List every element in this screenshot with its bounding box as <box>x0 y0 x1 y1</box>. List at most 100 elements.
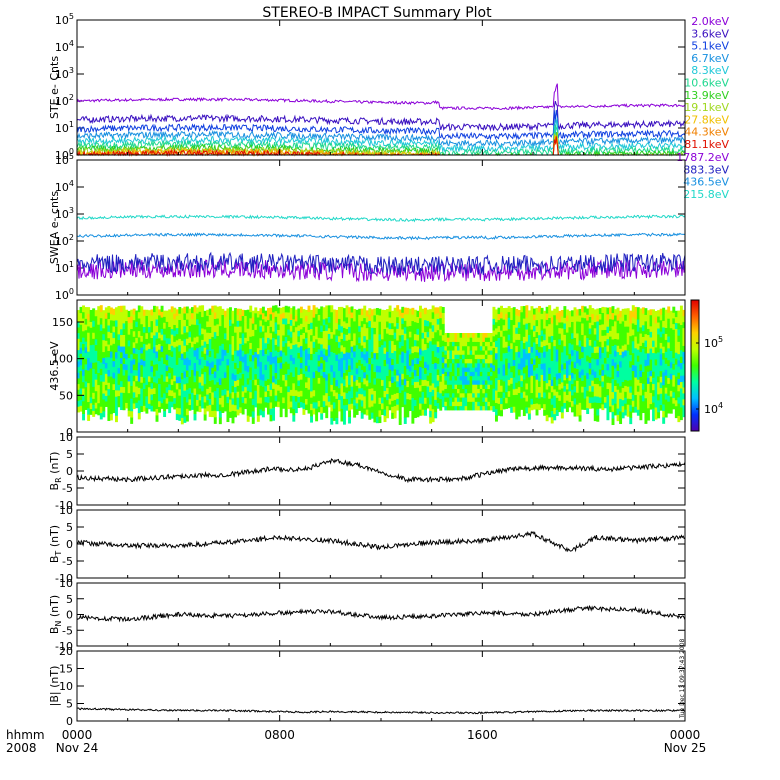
heatmap-cell <box>603 312 607 319</box>
heatmap-cell <box>122 317 126 324</box>
heatmap-cell <box>246 334 250 342</box>
heatmap-cell <box>408 382 412 389</box>
heatmap-cell <box>153 352 156 359</box>
heatmap-cell <box>565 354 569 361</box>
heatmap-cell <box>469 337 473 342</box>
heatmap-cell <box>606 407 610 414</box>
heatmap-cell <box>553 351 557 359</box>
heatmap-cell <box>583 340 587 347</box>
heatmap-cell <box>320 381 324 389</box>
heatmap-cell <box>287 312 291 319</box>
heatmap-cell <box>183 313 187 320</box>
heatmap-cell <box>79 359 83 366</box>
heatmap-cell <box>664 345 668 352</box>
heatmap-cell <box>305 315 308 322</box>
heatmap-cell <box>492 394 496 401</box>
heatmap-cell <box>153 405 156 412</box>
heatmap-cell <box>446 388 450 394</box>
heatmap-cell <box>576 380 579 387</box>
heatmap-cell <box>669 310 673 317</box>
heatmap-cell <box>178 395 182 402</box>
heatmap-cell <box>82 394 85 402</box>
heatmap-cell <box>115 319 118 327</box>
heatmap-cell <box>337 393 341 400</box>
heatmap-cell <box>469 358 473 364</box>
heatmap-cell <box>624 320 628 327</box>
heatmap-cell <box>502 386 506 393</box>
heatmap-cell <box>325 355 329 362</box>
heatmap-cell <box>168 383 172 391</box>
heatmap-cell <box>315 307 319 315</box>
heatmap-cell <box>97 312 101 319</box>
heatmap-cell <box>538 352 541 359</box>
heatmap-cell <box>92 374 96 381</box>
heatmap-cell <box>578 358 582 366</box>
heatmap-cell <box>155 383 159 390</box>
heatmap-cell <box>677 329 681 336</box>
heatmap-cell <box>446 375 450 381</box>
heatmap-cell <box>459 380 463 385</box>
heatmap-cell <box>408 387 412 395</box>
heatmap-cell <box>657 316 661 323</box>
heatmap-cell <box>677 322 681 330</box>
heatmap-cell <box>140 370 144 377</box>
heatmap-cell <box>634 342 638 349</box>
heatmap-cell <box>639 308 643 316</box>
heatmap-cell <box>289 325 293 332</box>
heatmap-cell <box>472 392 476 398</box>
heatmap-cell <box>365 391 369 398</box>
heatmap-cell <box>477 358 481 364</box>
heatmap-cell <box>310 415 313 423</box>
heatmap-cell <box>596 402 600 410</box>
heatmap-cell <box>614 409 617 416</box>
heatmap-cell <box>624 355 628 363</box>
heatmap-cell <box>191 375 194 382</box>
heatmap-cell <box>487 362 491 368</box>
heatmap-cell <box>469 375 473 381</box>
heatmap-cell <box>254 351 258 358</box>
heatmap-cell <box>383 309 387 317</box>
heatmap-cell <box>180 359 184 367</box>
heatmap-cell <box>609 353 612 360</box>
heatmap-cell <box>229 368 232 376</box>
heatmap-cell <box>386 321 389 328</box>
heatmap-cell <box>259 391 263 398</box>
heatmap-cell <box>621 308 625 316</box>
heatmap-cell <box>644 308 648 315</box>
heatmap-cell <box>236 409 240 416</box>
heatmap-cell <box>535 343 539 350</box>
heatmap-cell <box>639 339 643 346</box>
heatmap-cell <box>343 398 346 406</box>
heatmap-cell <box>241 361 245 369</box>
heatmap-cell <box>284 361 288 368</box>
heatmap-cell <box>198 340 202 348</box>
heatmap-cell <box>606 394 610 402</box>
heatmap-cell <box>482 333 486 338</box>
heatmap-cell <box>649 381 653 388</box>
heatmap-cell <box>652 340 655 347</box>
heatmap-cell <box>401 340 405 347</box>
heatmap-cell <box>99 324 103 331</box>
y-tick-label: 0 <box>66 609 73 622</box>
heatmap-cell <box>274 338 278 345</box>
heatmap-cell <box>107 407 111 415</box>
heatmap-cell <box>565 326 569 333</box>
heatmap-cell <box>234 326 237 333</box>
heatmap-cell <box>145 361 149 368</box>
heatmap-cell <box>576 398 579 405</box>
heatmap-cell <box>307 353 311 360</box>
heatmap-cell <box>510 371 514 379</box>
heatmap-cell <box>639 395 643 402</box>
heatmap-cell <box>517 310 521 317</box>
heatmap-cell <box>206 332 210 339</box>
heatmap-cell <box>568 337 572 344</box>
heatmap-cell <box>87 344 91 352</box>
heatmap-cell <box>563 362 567 369</box>
heatmap-cell <box>396 369 400 376</box>
heatmap-cell <box>449 388 453 394</box>
heatmap-cell <box>137 343 141 351</box>
heatmap-cell <box>102 351 106 358</box>
heatmap-cell <box>436 402 440 409</box>
heatmap-cell <box>641 330 645 337</box>
y-axis-label: BR (nT) <box>48 452 63 491</box>
